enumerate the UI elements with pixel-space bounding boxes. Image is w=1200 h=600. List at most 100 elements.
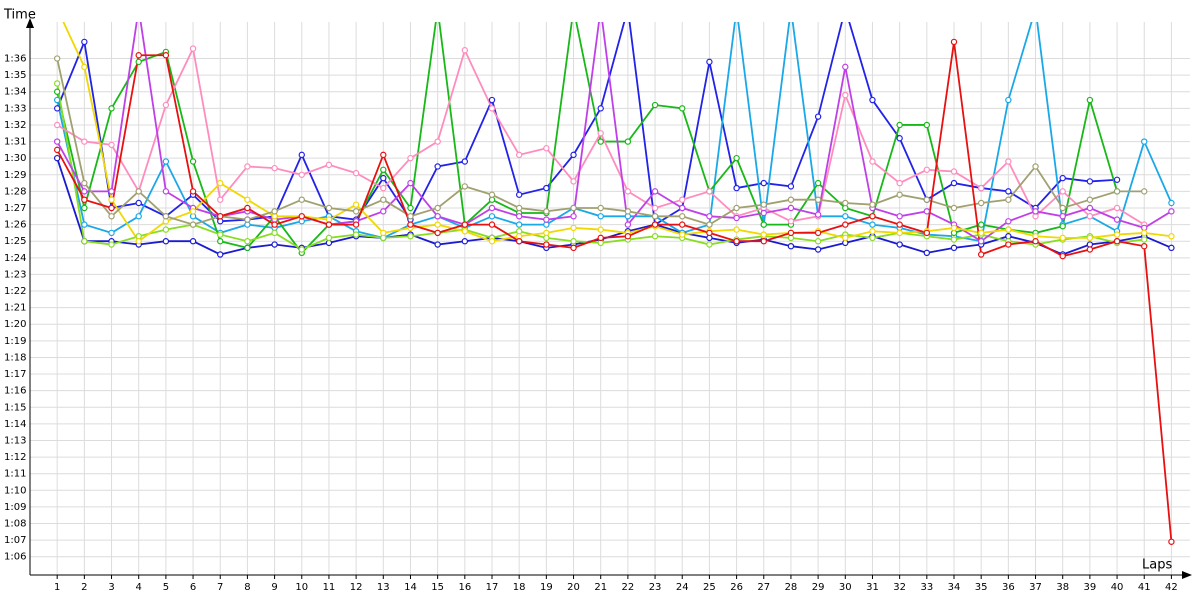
data-point bbox=[543, 229, 550, 237]
data-point bbox=[515, 191, 523, 198]
x-tick-label: 7 bbox=[217, 582, 223, 593]
data-point bbox=[706, 213, 713, 220]
x-tick-label: 8 bbox=[244, 582, 250, 593]
data-point bbox=[53, 88, 61, 95]
data-point bbox=[53, 105, 61, 112]
data-point bbox=[352, 201, 360, 208]
data-point bbox=[570, 178, 577, 185]
data-point bbox=[488, 204, 496, 212]
data-point bbox=[1059, 188, 1066, 195]
data-point bbox=[217, 238, 224, 245]
data-point bbox=[108, 204, 115, 212]
data-point bbox=[135, 238, 142, 245]
data-point bbox=[1059, 252, 1066, 260]
data-point bbox=[108, 229, 115, 237]
data-point bbox=[896, 179, 903, 187]
data-point bbox=[244, 196, 251, 203]
data-point bbox=[570, 224, 577, 232]
data-point bbox=[923, 249, 931, 257]
data-point bbox=[760, 201, 767, 208]
data-point bbox=[162, 101, 170, 109]
data-point bbox=[1032, 163, 1039, 170]
series-line bbox=[56, 22, 1118, 227]
data-point bbox=[81, 138, 88, 145]
data-point bbox=[760, 238, 767, 245]
data-point bbox=[434, 213, 441, 220]
data-point bbox=[298, 246, 305, 253]
data-point bbox=[515, 151, 523, 159]
data-point bbox=[787, 229, 795, 237]
data-point bbox=[380, 151, 387, 159]
data-point bbox=[189, 158, 197, 165]
data-point bbox=[977, 251, 985, 258]
y-tick-label: 1:10 bbox=[4, 485, 26, 496]
data-point bbox=[135, 199, 142, 207]
y-tick-label: 1:13 bbox=[4, 435, 26, 446]
data-point bbox=[543, 241, 550, 248]
data-point bbox=[53, 96, 61, 104]
data-point bbox=[733, 226, 740, 233]
data-point bbox=[1086, 246, 1094, 253]
data-point bbox=[597, 226, 604, 233]
data-point bbox=[434, 221, 441, 228]
data-point bbox=[597, 130, 604, 137]
data-point bbox=[570, 238, 577, 245]
data-point bbox=[515, 238, 523, 245]
data-point bbox=[189, 221, 197, 228]
data-point bbox=[950, 204, 958, 212]
x-tick-label: 36 bbox=[1002, 582, 1015, 593]
x-tick-label: 42 bbox=[1165, 582, 1178, 593]
y-tick-label: 1:25 bbox=[4, 236, 26, 247]
x-tick-label: 37 bbox=[1029, 582, 1042, 593]
data-point bbox=[896, 121, 903, 129]
data-point bbox=[81, 38, 88, 46]
data-point bbox=[896, 191, 903, 198]
x-tick-label: 14 bbox=[404, 582, 417, 593]
x-tick-label: 21 bbox=[594, 582, 607, 593]
data-point bbox=[162, 238, 170, 245]
y-tick-label: 1:34 bbox=[4, 87, 26, 98]
data-point bbox=[651, 101, 659, 109]
y-tick-label: 1:14 bbox=[4, 419, 26, 430]
data-point bbox=[869, 228, 876, 235]
x-tick-label: 4 bbox=[136, 582, 142, 593]
data-point bbox=[842, 91, 849, 99]
x-tick-label: 22 bbox=[622, 582, 635, 593]
data-point bbox=[651, 221, 659, 228]
data-point bbox=[81, 196, 88, 203]
data-point bbox=[1059, 213, 1066, 220]
data-point bbox=[814, 246, 822, 253]
data-point bbox=[1086, 96, 1094, 104]
data-point bbox=[380, 184, 387, 192]
data-point bbox=[706, 221, 713, 228]
data-point bbox=[543, 145, 550, 152]
data-point bbox=[488, 96, 496, 104]
x-tick-label: 34 bbox=[948, 582, 961, 593]
data-point bbox=[271, 164, 278, 172]
data-point bbox=[1168, 233, 1175, 240]
y-tick-label: 1:11 bbox=[4, 469, 26, 480]
data-point bbox=[1086, 213, 1094, 220]
data-point bbox=[1086, 234, 1094, 242]
data-point bbox=[135, 188, 142, 195]
data-point bbox=[434, 229, 441, 237]
data-point bbox=[651, 233, 659, 240]
x-tick-label: 6 bbox=[190, 582, 196, 593]
data-point bbox=[108, 213, 115, 220]
data-point bbox=[1005, 188, 1012, 195]
y-tick-label: 1:08 bbox=[4, 519, 26, 530]
data-point bbox=[814, 196, 822, 203]
x-tick-label: 32 bbox=[893, 582, 906, 593]
data-point bbox=[814, 238, 822, 245]
data-point bbox=[325, 204, 333, 212]
data-point bbox=[1141, 236, 1148, 243]
data-point bbox=[380, 229, 387, 237]
data-point bbox=[189, 238, 197, 245]
data-point bbox=[1113, 204, 1121, 212]
data-point bbox=[271, 241, 278, 248]
data-point bbox=[162, 226, 170, 233]
data-point bbox=[407, 204, 414, 212]
data-point bbox=[271, 229, 278, 237]
data-point bbox=[217, 251, 224, 258]
